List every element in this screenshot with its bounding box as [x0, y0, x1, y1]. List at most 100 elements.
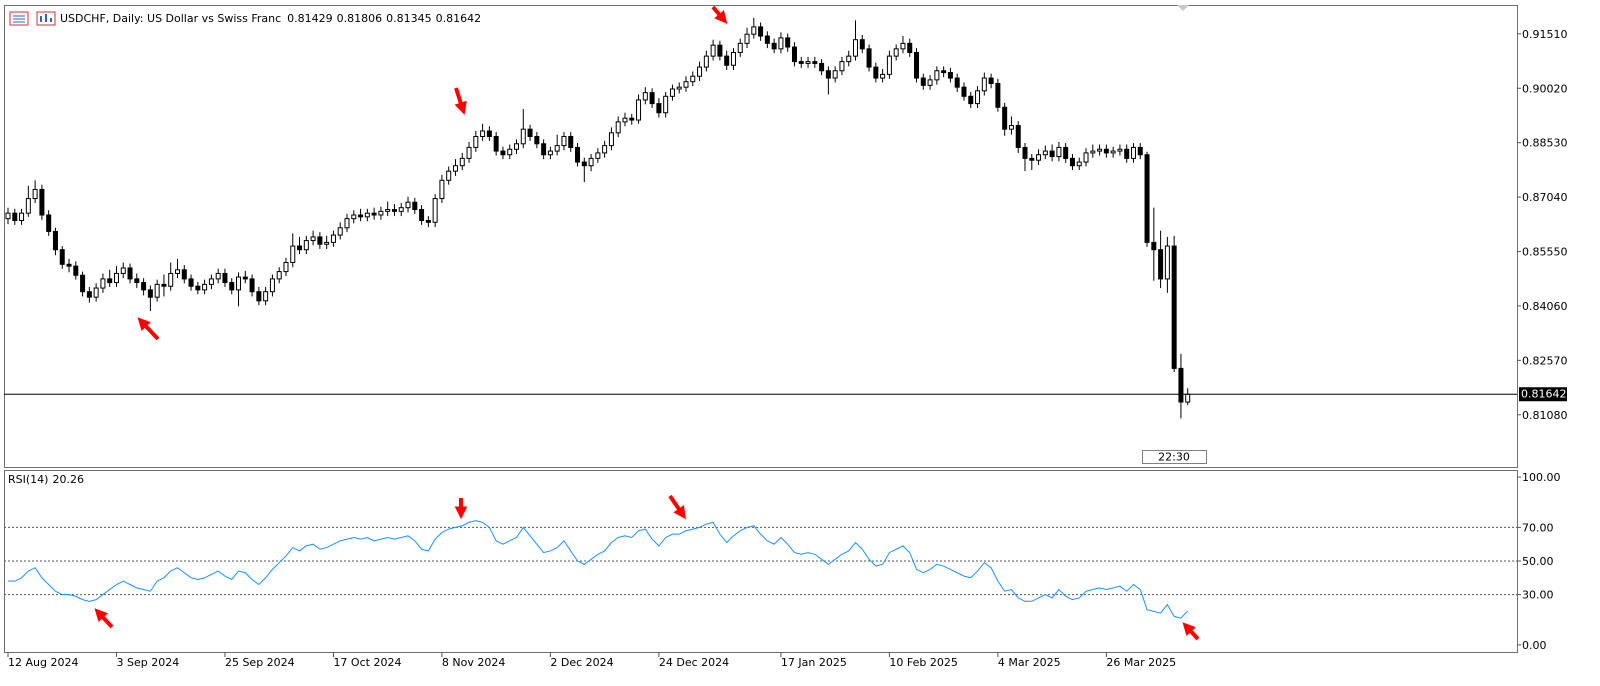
- y-tick-label: 100.00: [1522, 471, 1561, 484]
- candle-body: [46, 214, 52, 232]
- x-tick-label: 17 Jan 2025: [781, 656, 847, 669]
- y-tick-label: 0.85550: [1522, 246, 1568, 259]
- candle-body: [269, 278, 275, 293]
- candle-body: [805, 61, 811, 64]
- candle-body: [839, 61, 845, 72]
- candle-body: [669, 88, 675, 97]
- candle-body: [859, 39, 865, 50]
- candle-body: [52, 230, 58, 251]
- candle-body: [378, 210, 384, 216]
- candle-body: [73, 265, 79, 276]
- y-tick-label: 0.87040: [1522, 191, 1568, 204]
- candle-body: [981, 77, 987, 92]
- x-tick-label: 4 Mar 2025: [998, 656, 1061, 669]
- candle-body: [297, 245, 303, 251]
- candle-body: [988, 77, 994, 85]
- candle-body: [439, 179, 445, 200]
- candle-body: [222, 272, 228, 284]
- candle-body: [5, 212, 11, 220]
- candle-body: [452, 165, 458, 172]
- candle-body: [263, 291, 269, 302]
- candle-body: [642, 92, 648, 101]
- x-tick-label: 24 Dec 2024: [659, 656, 729, 669]
- candle-body: [561, 135, 567, 147]
- x-tick-label: 2 Dec 2024: [550, 656, 613, 669]
- candle-body: [947, 72, 953, 79]
- candle-body: [514, 143, 519, 150]
- candles: [5, 17, 1191, 419]
- x-tick-label: 26 Mar 2025: [1106, 656, 1176, 669]
- annotations: [94, 5, 1200, 641]
- candle-body: [147, 289, 153, 298]
- candle-body: [575, 146, 581, 163]
- candle-body: [812, 61, 818, 64]
- candle-body: [1124, 148, 1130, 159]
- candle-body: [1137, 146, 1143, 156]
- candle-body: [629, 117, 635, 121]
- candle-body: [493, 135, 499, 152]
- candle-body: [134, 278, 140, 284]
- candle-body: [107, 278, 113, 284]
- candle-body: [141, 282, 147, 291]
- candle-body: [1103, 148, 1109, 154]
- candle-body: [710, 44, 716, 57]
- candle-body: [581, 161, 587, 167]
- candle-body: [161, 283, 167, 287]
- candle-body: [19, 212, 25, 221]
- x-tick-label: 10 Feb 2025: [889, 656, 957, 669]
- candle-body: [595, 152, 601, 159]
- candle-body: [310, 236, 316, 242]
- candle-body: [80, 274, 86, 293]
- open-value: 0.81429: [287, 12, 333, 25]
- candle-body: [778, 37, 784, 50]
- candle-body: [703, 55, 709, 68]
- candle-body: [480, 130, 486, 137]
- candle-body: [1029, 157, 1035, 161]
- candle-body: [175, 269, 180, 274]
- candle-body: [276, 271, 282, 280]
- candle-body: [1117, 148, 1123, 152]
- candle-body: [602, 145, 608, 154]
- candle-body: [927, 79, 933, 86]
- price-panel: [4, 5, 1518, 468]
- candle-body: [168, 272, 174, 287]
- candle-body: [405, 201, 411, 209]
- candle-body: [771, 42, 777, 50]
- candle-body: [886, 55, 892, 75]
- candle-body: [371, 212, 377, 216]
- candle-body: [39, 188, 45, 216]
- arrow: [1182, 622, 1200, 641]
- candle-body: [764, 35, 770, 44]
- candle-body: [724, 55, 730, 66]
- arrow: [711, 5, 728, 24]
- candle-body: [473, 135, 479, 148]
- candle-body: [1178, 367, 1184, 403]
- candle-body: [541, 143, 547, 156]
- y-tick-label: 0.82570: [1522, 354, 1568, 367]
- rsi-name: RSI(14): [8, 473, 48, 486]
- x-tick-label: 8 Nov 2024: [442, 656, 505, 669]
- candle-body: [432, 198, 438, 223]
- candle-body: [737, 42, 743, 53]
- candle-body: [459, 157, 465, 167]
- candle-body: [317, 236, 323, 245]
- arrow: [668, 494, 686, 520]
- candle-body: [1036, 154, 1042, 161]
- candle-body: [507, 148, 513, 156]
- rsi-value: 20.26: [52, 473, 84, 486]
- candle-body: [527, 128, 533, 137]
- candle-body: [446, 170, 452, 181]
- candle-body: [385, 209, 391, 212]
- candle-body: [893, 48, 899, 57]
- candle-body: [344, 218, 350, 229]
- candle-body: [324, 241, 330, 245]
- candle-body: [663, 95, 669, 114]
- candle-body: [608, 132, 614, 147]
- candle-body: [880, 73, 886, 79]
- candle-body: [568, 135, 574, 148]
- candle-body: [229, 282, 235, 291]
- candle-body: [364, 212, 370, 218]
- candle-body: [1144, 154, 1150, 243]
- candle-body: [636, 99, 642, 121]
